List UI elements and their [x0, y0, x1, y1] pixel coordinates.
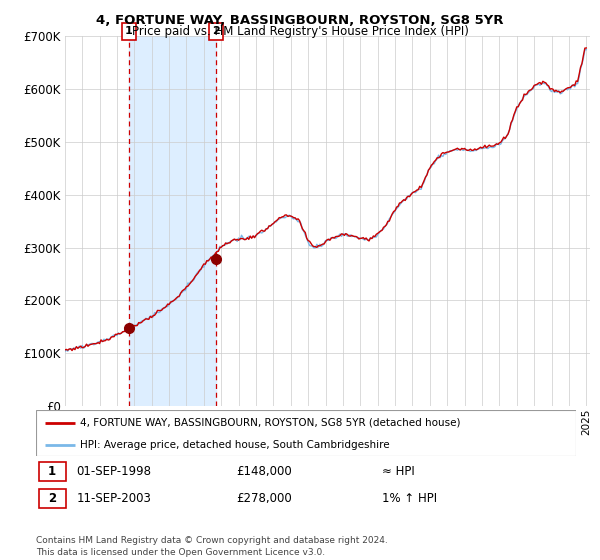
Text: 4, FORTUNE WAY, BASSINGBOURN, ROYSTON, SG8 5YR (detached house): 4, FORTUNE WAY, BASSINGBOURN, ROYSTON, S…	[80, 418, 461, 428]
Text: £148,000: £148,000	[236, 465, 292, 478]
Text: 1: 1	[125, 26, 133, 36]
Text: 4, FORTUNE WAY, BASSINGBOURN, ROYSTON, SG8 5YR: 4, FORTUNE WAY, BASSINGBOURN, ROYSTON, S…	[96, 14, 504, 27]
Text: HPI: Average price, detached house, South Cambridgeshire: HPI: Average price, detached house, Sout…	[80, 440, 390, 450]
Bar	[128, 36, 216, 406]
Bar	[39, 488, 66, 508]
Text: 1% ↑ HPI: 1% ↑ HPI	[382, 492, 437, 505]
Text: 11-SEP-2003: 11-SEP-2003	[77, 492, 151, 505]
Text: 2: 2	[212, 26, 220, 36]
Text: £278,000: £278,000	[236, 492, 292, 505]
Bar	[39, 461, 66, 482]
Text: 01-SEP-1998: 01-SEP-1998	[77, 465, 151, 478]
Text: 1: 1	[48, 465, 56, 478]
Text: Contains HM Land Registry data © Crown copyright and database right 2024.
This d: Contains HM Land Registry data © Crown c…	[36, 536, 388, 557]
Text: ≈ HPI: ≈ HPI	[382, 465, 415, 478]
Text: 2: 2	[48, 492, 56, 505]
Text: Price paid vs. HM Land Registry's House Price Index (HPI): Price paid vs. HM Land Registry's House …	[131, 25, 469, 38]
